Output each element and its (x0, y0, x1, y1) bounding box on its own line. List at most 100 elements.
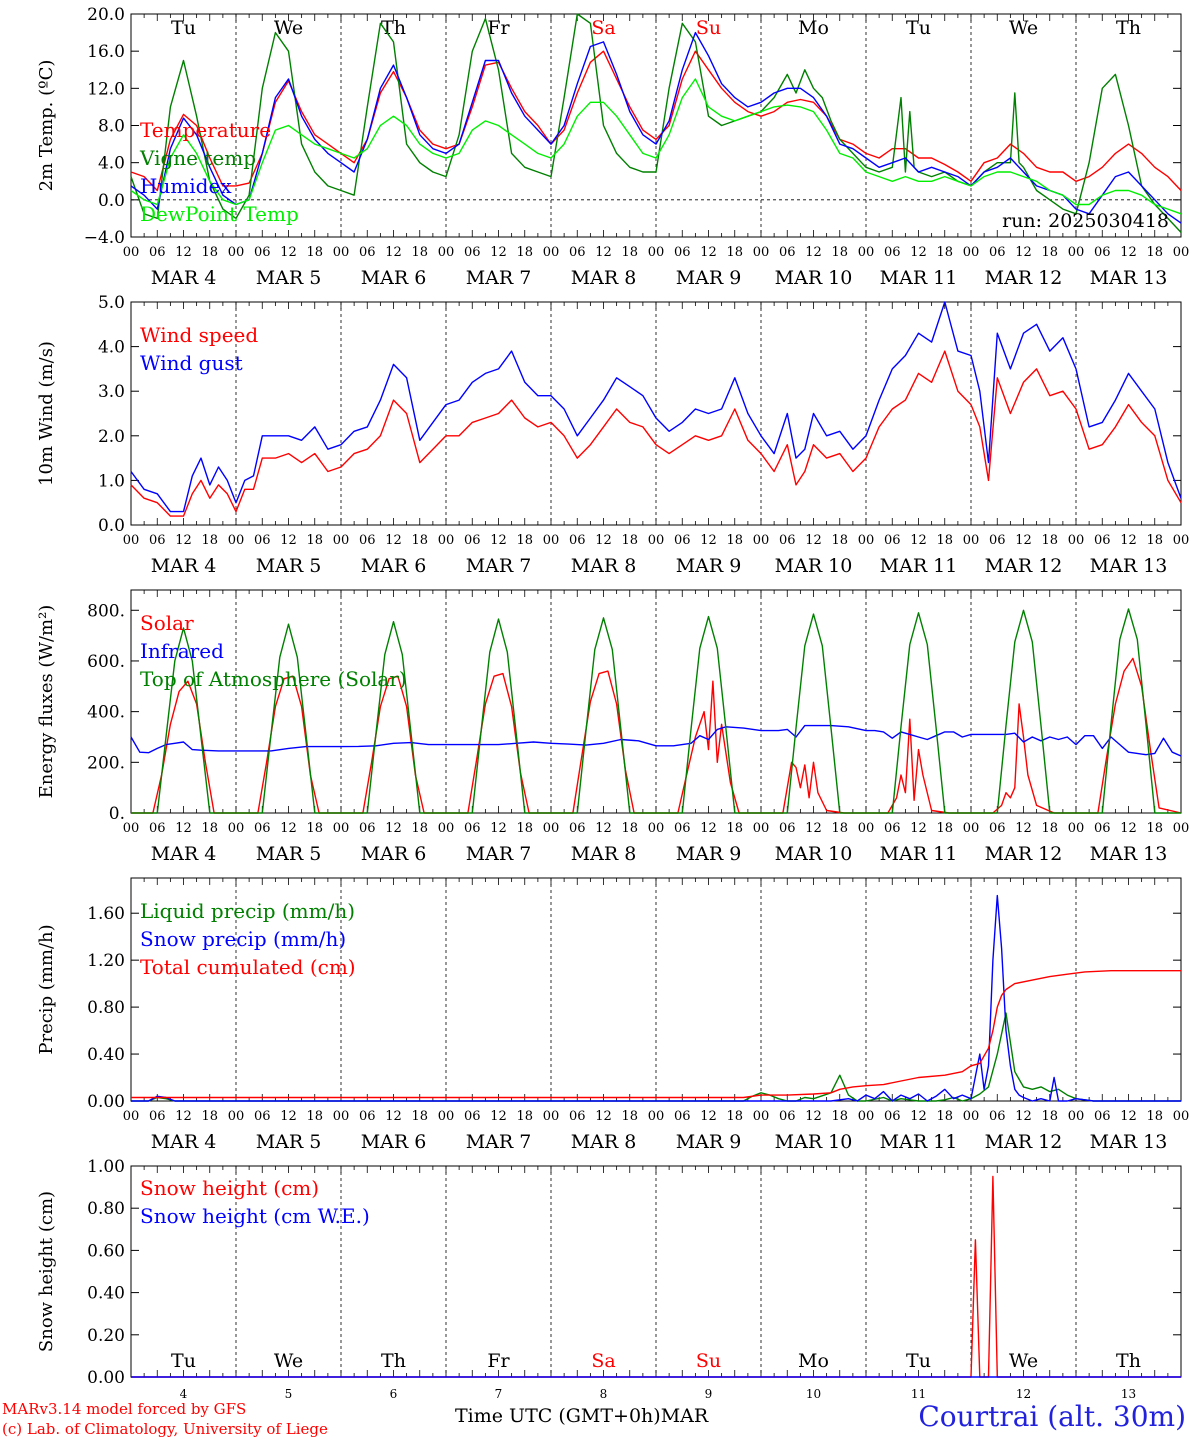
hour-label: 18 (516, 245, 533, 260)
y-tick-label: 0.80 (87, 1199, 125, 1219)
legend-entry: Snow height (cm) (140, 1176, 319, 1200)
hour-label: 06 (569, 533, 586, 548)
date-label: MAR 12 (985, 267, 1063, 289)
hour-label: 06 (254, 821, 271, 836)
hour-label: 18 (1146, 533, 1163, 548)
legend-entry: Wind speed (140, 323, 258, 347)
date-label: MAR 13 (1090, 843, 1168, 865)
hour-label: 00 (1173, 821, 1190, 836)
weekday-label: Mo (798, 1350, 829, 1372)
date-label: MAR 8 (571, 267, 637, 289)
series-line (130, 31, 1182, 224)
hour-label: 00 (963, 245, 980, 260)
day-number: 13 (1121, 1387, 1136, 1401)
date-label: MAR 6 (361, 555, 427, 577)
hour-label: 00 (333, 1109, 350, 1124)
date-label: MAR 12 (985, 843, 1063, 865)
hour-label: 12 (1015, 533, 1032, 548)
weekday-label: We (1009, 1350, 1038, 1372)
hour-label: 18 (411, 821, 428, 836)
legend-entry: Total cumulated (cm) (140, 955, 356, 979)
y-tick-label: 3.0 (98, 382, 125, 402)
hour-label: 06 (149, 245, 166, 260)
y-axis-label: 2m Temp. (ºC) (36, 60, 57, 192)
y-tick-label: 1.20 (87, 951, 125, 971)
date-label: MAR 9 (676, 1131, 742, 1153)
y-tick-label: 0.20 (87, 1326, 125, 1346)
series-line (130, 301, 1182, 513)
hour-label: 06 (779, 1109, 796, 1124)
hour-label: 06 (149, 1109, 166, 1124)
y-tick-label: 1.0 (98, 471, 125, 491)
hour-label: 00 (438, 245, 455, 260)
hour-label: 00 (648, 1109, 665, 1124)
hour-label: 00 (228, 533, 245, 548)
hour-label: 00 (123, 533, 140, 548)
hour-label: 12 (595, 533, 612, 548)
hour-label: 00 (1068, 1109, 1085, 1124)
run-label: run: 2025030418 (1002, 210, 1169, 232)
hour-label: 18 (621, 533, 638, 548)
hour-label: 00 (543, 821, 560, 836)
hour-label: 06 (1094, 533, 1111, 548)
hour-label: 18 (1041, 1109, 1058, 1124)
hour-label: 18 (936, 1109, 953, 1124)
hour-label: 12 (490, 1109, 507, 1124)
hour-label: 12 (490, 245, 507, 260)
hour-label: 06 (254, 533, 271, 548)
hour-label: 00 (963, 533, 980, 548)
hour-label: 12 (385, 1109, 402, 1124)
hour-label: 12 (700, 821, 717, 836)
date-label: MAR 4 (151, 843, 217, 865)
weekday-label: Tu (906, 1350, 931, 1372)
hour-label: 18 (201, 1109, 218, 1124)
legend-entry: Top of Atmosphere (Solar) (140, 667, 407, 691)
hour-label: 12 (700, 245, 717, 260)
y-tick-label: 2.0 (98, 427, 125, 447)
date-label: MAR 10 (775, 267, 853, 289)
hour-label: 00 (1173, 245, 1190, 260)
date-label: MAR 13 (1090, 555, 1168, 577)
day-number: 4 (180, 1387, 188, 1401)
date-label: MAR 8 (571, 843, 637, 865)
y-tick-label: 0.00 (87, 1092, 125, 1112)
date-label: MAR 11 (880, 843, 958, 865)
time-axis-title: Time UTC (GMT+0h)MAR (455, 1405, 709, 1427)
legend-entry: Temperature (140, 118, 271, 142)
hour-label: 12 (175, 245, 192, 260)
weekday-label: Su (696, 17, 721, 39)
hour-label: 12 (280, 533, 297, 548)
hour-label: 06 (149, 533, 166, 548)
date-label: MAR 6 (361, 843, 427, 865)
hour-label: 18 (516, 533, 533, 548)
hour-label: 12 (1120, 533, 1137, 548)
date-label: MAR 5 (256, 555, 322, 577)
plot-frame (130, 301, 1182, 526)
hour-label: 00 (963, 821, 980, 836)
weekday-label: Tu (171, 17, 196, 39)
hour-label: 06 (989, 821, 1006, 836)
hour-label: 12 (910, 1109, 927, 1124)
hour-label: 18 (621, 245, 638, 260)
hour-label: 00 (123, 1109, 140, 1124)
hour-label: 18 (726, 821, 743, 836)
hour-label: 12 (805, 821, 822, 836)
series-line (130, 13, 1182, 233)
y-axis-label: 10m Wind (m/s) (36, 341, 57, 486)
series-line (130, 78, 1182, 215)
legend-entry: Snow height (cm W.E.) (140, 1204, 370, 1228)
legend-entry: Vigne temp (139, 146, 256, 170)
hour-label: 18 (1041, 245, 1058, 260)
hour-label: 06 (674, 245, 691, 260)
hour-label: 00 (1068, 533, 1085, 548)
hour-label: 12 (280, 821, 297, 836)
weekday-label: Fr (487, 1350, 510, 1372)
y-axis-label: Energy fluxes (W/m²) (36, 605, 57, 799)
weekday-label: Tu (906, 17, 931, 39)
y-tick-label: 800. (87, 601, 125, 621)
hour-label: 06 (1094, 1109, 1111, 1124)
y-tick-label: 600. (87, 652, 125, 672)
legend-entry: DewPoint Temp (140, 202, 299, 226)
hour-label: 18 (411, 1109, 428, 1124)
date-label: MAR 10 (775, 555, 853, 577)
